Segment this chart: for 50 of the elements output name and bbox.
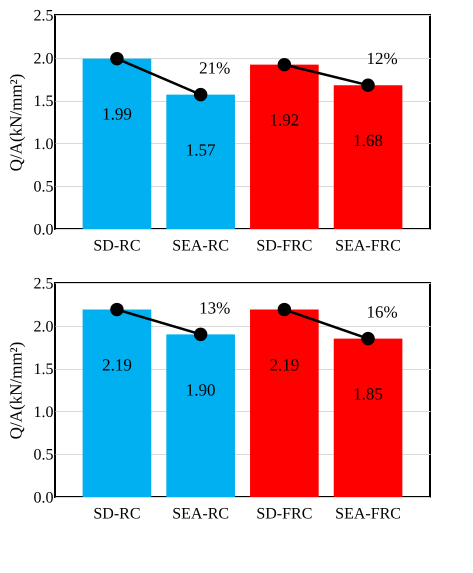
- annotation: 13%: [199, 298, 230, 318]
- data-label: 1.57: [186, 140, 216, 160]
- y-tick-label: 2.0: [34, 50, 54, 68]
- bar: [82, 310, 152, 497]
- x-tick-label: SEA-RC: [172, 238, 230, 254]
- y-tick-label: 0.0: [34, 490, 54, 506]
- bar: [82, 58, 152, 229]
- data-label: 2.19: [102, 356, 132, 375]
- x-tick-label: SEA-RC: [172, 506, 230, 522]
- data-label: 1.92: [269, 110, 300, 130]
- point: [361, 332, 375, 346]
- x-tick-label: SD-RC: [93, 238, 141, 254]
- data-label: 1.68: [353, 131, 383, 150]
- data-label: 1.85: [353, 384, 383, 404]
- x-tick-label: SEA-FRC: [335, 238, 401, 254]
- point: [278, 302, 292, 316]
- y-tick-label: 0.5: [34, 178, 54, 196]
- x-tick-label: SEA-FRC: [335, 506, 401, 522]
- data-label: 1.90: [186, 380, 216, 400]
- y-axis-title: Q/A(kN/mm²): [6, 74, 26, 172]
- y-tick-label: 2.0: [34, 318, 54, 336]
- annotation: 21%: [199, 58, 230, 78]
- data-label: 2.19: [269, 356, 300, 375]
- point: [194, 328, 208, 342]
- bar: [250, 64, 319, 229]
- bar: [334, 85, 402, 229]
- annotation: 12%: [366, 49, 398, 68]
- point: [110, 52, 124, 66]
- y-axis-title: Q/A(kN/mm²): [6, 342, 26, 440]
- y-tick-label: 2.5: [34, 8, 54, 24]
- bar: [166, 334, 235, 497]
- y-tick-label: 1.0: [34, 404, 54, 421]
- y-tick-label: 0.5: [34, 446, 54, 464]
- x-tick-label: SD-RC: [93, 506, 141, 522]
- annotation: 16%: [366, 302, 398, 322]
- y-tick-label: 1.0: [34, 136, 54, 153]
- x-tick-label: SD-FRC: [256, 506, 312, 522]
- point: [194, 88, 208, 102]
- bar: [250, 310, 319, 497]
- y-tick-label: 1.5: [34, 361, 54, 378]
- y-tick-label: 1.5: [34, 93, 54, 110]
- data-label: 1.99: [102, 104, 132, 124]
- point: [110, 302, 124, 316]
- point: [278, 58, 292, 72]
- y-tick-label: 2.5: [34, 276, 54, 292]
- bar: [166, 94, 235, 229]
- bar: [334, 338, 402, 497]
- y-tick-label: 0.0: [34, 222, 54, 238]
- x-tick-label: SD-FRC: [256, 238, 312, 254]
- point: [361, 78, 375, 92]
